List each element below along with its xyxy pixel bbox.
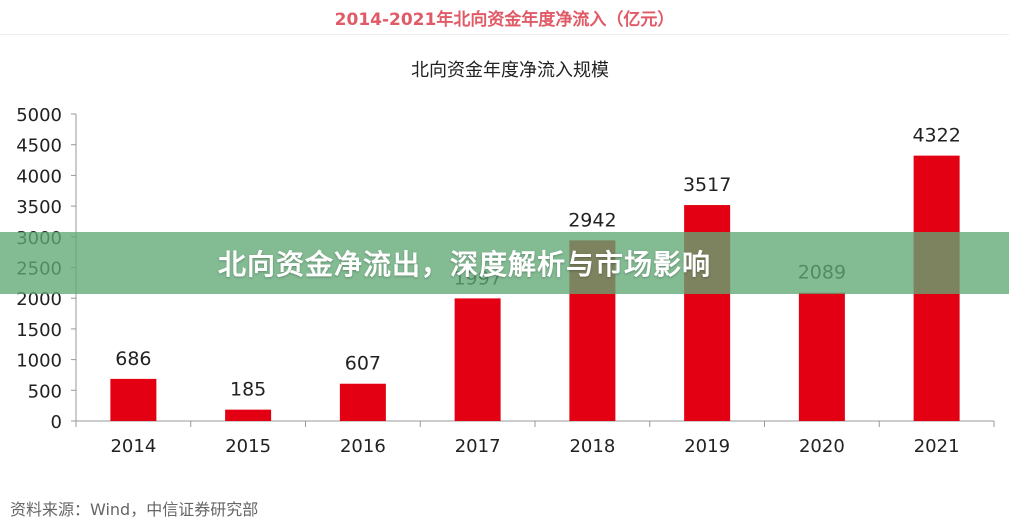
y-tick-label: 5000: [16, 105, 62, 126]
y-tick-label: 0: [51, 412, 62, 433]
x-tick-label-2018: 2018: [569, 436, 615, 457]
bar-2020: [798, 292, 845, 421]
value-label-2016: 607: [345, 353, 381, 375]
header-bar: 2014-2021年北向资金年度净流入（亿元）: [0, 0, 1009, 34]
y-tick-label: 500: [28, 381, 62, 402]
bar-2017: [454, 298, 501, 421]
x-tick-label-2019: 2019: [684, 436, 730, 457]
bar-2014: [110, 378, 157, 421]
source-note: 资料来源：Wind，中信证券研究部: [10, 500, 259, 519]
header-divider: [0, 34, 1009, 35]
chart-title: 北向资金年度净流入规模: [411, 60, 609, 81]
value-label-2014: 686: [115, 348, 151, 370]
banner-title: 北向资金净流出，深度解析与市场影响: [218, 248, 712, 281]
x-axis-ticks: 2014 2015 2016 2017 2018 2019 2020 2021: [75, 421, 995, 457]
x-tick-label-2015: 2015: [225, 436, 271, 457]
y-tick-label: 4500: [16, 136, 62, 157]
bar-2016: [339, 383, 386, 421]
value-label-2015: 185: [230, 379, 266, 401]
title-banner: 北向资金净流出，深度解析与市场影响: [0, 232, 1009, 294]
value-label-2018: 2942: [568, 209, 616, 231]
y-tick-label: 1500: [16, 320, 62, 341]
x-tick-label-2016: 2016: [340, 436, 386, 457]
bar-2015: [225, 409, 272, 421]
value-label-2019: 3517: [683, 174, 731, 196]
header-title: 2014-2021年北向资金年度净流入（亿元）: [334, 9, 675, 30]
y-tick-label: 2000: [16, 289, 62, 310]
x-tick-label-2021: 2021: [914, 436, 960, 457]
y-tick-label: 4000: [16, 166, 62, 187]
x-tick-label-2020: 2020: [799, 436, 845, 457]
y-tick-label: 3500: [16, 197, 62, 218]
y-tick-label: 1000: [16, 351, 62, 372]
x-tick-label-2017: 2017: [455, 436, 501, 457]
x-tick-label-2014: 2014: [110, 436, 156, 457]
value-label-2021: 4322: [912, 125, 960, 147]
